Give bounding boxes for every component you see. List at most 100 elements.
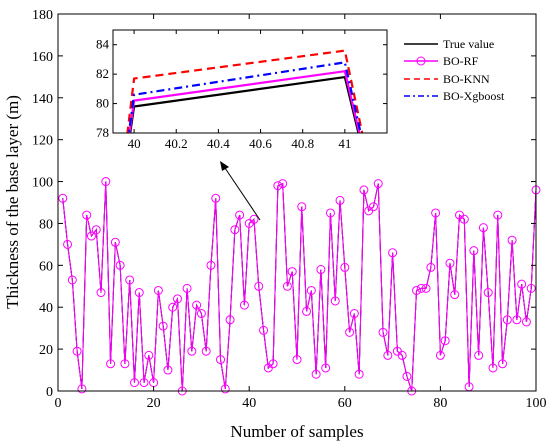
main-markers-group <box>58 177 541 396</box>
y-tick-label: 160 <box>32 50 53 65</box>
data-point-bo-rf <box>254 281 264 291</box>
plot-frame <box>57 13 537 392</box>
data-point-bo-rf <box>378 327 388 337</box>
data-point-bo-rf <box>345 327 355 337</box>
inset-line-bo-xgboost <box>127 61 362 133</box>
y-tick-label: 120 <box>32 134 53 149</box>
y-tick-label: 80 <box>39 217 53 232</box>
data-point-bo-rf <box>196 309 206 319</box>
data-point-bo-rf <box>297 202 307 212</box>
data-point-bo-rf <box>517 279 527 289</box>
inset-y-tick-label: 78 <box>96 125 109 140</box>
y-tick-label: 20 <box>39 343 53 358</box>
data-point-bo-rf <box>201 346 211 356</box>
data-point-bo-rf <box>512 315 522 325</box>
y-tick-label: 180 <box>32 8 53 23</box>
legend: True value BO-RF BO-KNN BO-Xgboost <box>404 37 505 103</box>
data-point-bo-rf <box>58 193 68 203</box>
data-point-bo-rf <box>144 350 154 360</box>
data-point-bo-rf <box>292 355 302 365</box>
data-point-bo-rf <box>82 210 92 220</box>
data-point-bo-rf <box>306 285 316 295</box>
x-tick-label: 100 <box>526 396 547 411</box>
data-point-bo-rf <box>526 283 536 293</box>
data-point-bo-rf <box>91 225 101 235</box>
data-point-bo-rf <box>469 246 479 256</box>
data-point-bo-rf <box>220 384 230 394</box>
zoom-arrow <box>220 161 261 221</box>
y-tick-label: 60 <box>39 259 53 274</box>
data-point-bo-rf <box>235 210 245 220</box>
data-point-bo-rf <box>72 346 82 356</box>
data-point-bo-rf <box>412 285 421 295</box>
data-point-bo-rf <box>349 309 359 319</box>
data-point-bo-rf <box>182 283 192 293</box>
data-point-bo-rf <box>282 281 292 291</box>
y-tick-label: 0 <box>46 385 53 400</box>
data-point-bo-rf <box>168 302 178 312</box>
data-point-bo-rf <box>421 283 431 293</box>
series-line-bo-rf <box>62 181 536 391</box>
data-point-bo-rf <box>163 365 173 375</box>
data-point-bo-rf <box>278 179 288 189</box>
data-point-bo-rf <box>153 285 163 295</box>
inset-series-group <box>126 49 364 133</box>
data-point-bo-rf <box>206 260 216 270</box>
y-axis-title: Thickness of the base layer (m) <box>3 95 22 309</box>
inset-x-tick-label: 41 <box>338 136 351 151</box>
data-point-bo-rf <box>96 288 106 298</box>
data-point-bo-rf <box>120 359 130 369</box>
data-point-bo-rf <box>259 325 269 335</box>
data-point-bo-rf <box>273 181 283 191</box>
data-point-bo-rf <box>173 294 182 304</box>
legend-entry-bo-knn: BO-KNN <box>404 72 490 86</box>
x-tick-label: 80 <box>433 396 447 411</box>
inset-axes-ticks: 40 40.2 40.4 40.6 40.8 41 78 80 82 84 <box>96 30 387 151</box>
data-point-bo-rf <box>335 195 345 205</box>
inset-line-true-value <box>129 75 360 133</box>
data-point-bo-rf <box>354 369 364 379</box>
data-point-bo-rf <box>431 208 441 218</box>
data-point-bo-rf <box>139 378 149 388</box>
inset-background <box>113 30 387 133</box>
inset-line-bo-rf <box>128 69 361 133</box>
legend-entry-true-value: True value <box>404 37 494 51</box>
legend-label-bo-xgboost: BO-Xgboost <box>443 89 505 103</box>
data-point-bo-rf <box>488 363 498 373</box>
data-point-bo-rf <box>125 275 135 285</box>
legend-label-bo-knn: BO-KNN <box>443 72 490 86</box>
data-point-bo-rf <box>426 262 436 272</box>
data-point-bo-rf <box>110 237 120 247</box>
data-point-bo-rf <box>230 225 240 235</box>
data-point-bo-rf <box>507 235 517 245</box>
inset-x-tick-label: 40 <box>128 136 141 151</box>
data-point-bo-rf <box>330 296 340 306</box>
data-point-bo-rf <box>450 290 460 300</box>
x-tick-label: 0 <box>55 396 62 411</box>
data-point-bo-rf <box>368 202 378 212</box>
data-point-bo-rf <box>383 350 393 360</box>
main-axes-ticks: 0 20 40 60 80 100 0 20 40 60 80 100 120 140 160 180 <box>32 8 547 411</box>
inset-y-tick-label: 80 <box>96 96 109 111</box>
legend-entry-bo-xgboost: BO-Xgboost <box>404 89 505 103</box>
inset-line-bo-knn <box>126 49 364 133</box>
data-point-bo-rf <box>321 363 331 373</box>
data-point-bo-rf <box>325 208 335 218</box>
data-point-bo-rf <box>216 355 226 365</box>
data-point-bo-rf <box>493 210 503 220</box>
data-point-bo-rf <box>474 350 484 360</box>
inset-y-tick-label: 82 <box>96 66 109 81</box>
data-point-bo-rf <box>397 350 407 360</box>
data-point-bo-rf <box>134 288 144 298</box>
x-axis-title: Number of samples <box>230 422 363 441</box>
data-point-bo-rf <box>239 300 249 310</box>
inset-frame <box>112 29 388 134</box>
data-point-bo-rf <box>478 223 488 233</box>
data-point-bo-rf <box>268 359 278 369</box>
data-point-bo-rf <box>435 350 445 360</box>
data-point-bo-rf <box>316 265 326 275</box>
data-point-bo-rf <box>101 177 111 187</box>
data-point-bo-rf <box>445 258 455 268</box>
legend-label-true-value: True value <box>443 37 494 51</box>
